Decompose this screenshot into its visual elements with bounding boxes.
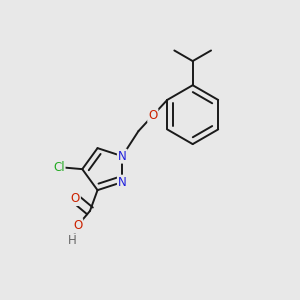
Text: O: O xyxy=(71,192,80,205)
Text: N: N xyxy=(118,150,127,163)
Text: O: O xyxy=(73,219,82,232)
Text: Cl: Cl xyxy=(53,160,64,174)
Text: N: N xyxy=(118,176,127,189)
Text: H: H xyxy=(68,234,76,247)
Text: O: O xyxy=(148,109,158,122)
